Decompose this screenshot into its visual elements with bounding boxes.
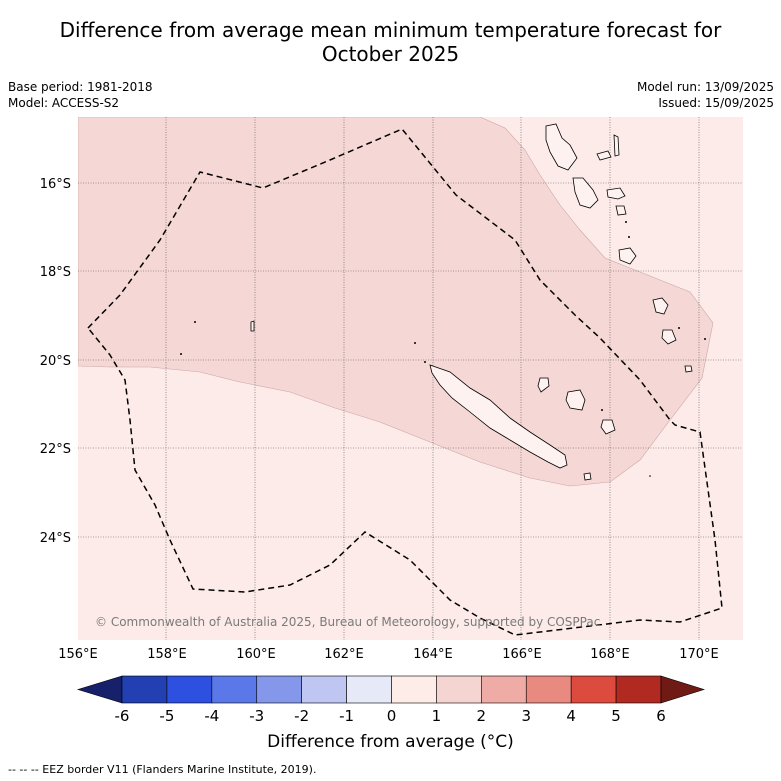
- new-caledonia-island: [429, 364, 568, 469]
- lat-label-22s: 22°S: [40, 442, 71, 457]
- colorbar-tick-labels: -6 -5 -4 -3 -2 -1 0 1 2 3 4 5 6: [115, 707, 666, 725]
- map-title-line-2: October 2025: [321, 42, 460, 66]
- graticule: [78, 117, 743, 640]
- colorbar-tick-label: 3: [521, 707, 531, 725]
- lon-label-156e: 156°E: [58, 647, 98, 662]
- colorbar-segment: [436, 675, 482, 704]
- vanuatu-aneityum: [684, 365, 693, 373]
- colorbar-segment: [211, 675, 258, 704]
- colorbar-tick-label: -1: [339, 707, 354, 725]
- vanuatu-ambae: [596, 150, 612, 161]
- latitude-labels: 16°S 18°S 20°S 22°S 24°S: [40, 177, 71, 546]
- vanuatu-malekula: [572, 177, 599, 209]
- colorbar-tick-label: 2: [477, 707, 487, 725]
- lat-label-24s: 24°S: [40, 531, 71, 546]
- anomaly-region-1-to-2: [78, 117, 714, 487]
- lon-label-162e: 162°E: [324, 647, 364, 662]
- lat-label-20s: 20°S: [40, 354, 71, 369]
- colorbar-segment: [570, 675, 617, 704]
- vanuatu-espiritu-santo: [545, 123, 578, 171]
- lon-label-158e: 158°E: [147, 647, 187, 662]
- colorbar-tick-label: 6: [656, 707, 666, 725]
- colorbar-over-extension: [660, 675, 706, 704]
- lon-label-168e: 168°E: [590, 647, 630, 662]
- colorbar-tick-label: -2: [294, 707, 309, 725]
- issued-text: Issued: 15/09/2025: [658, 96, 774, 110]
- vanuatu-epi: [615, 205, 627, 216]
- vanuatu-pentecost: [606, 187, 626, 200]
- ile-des-pins-island: [583, 472, 592, 481]
- colorbar-segment: [301, 675, 347, 704]
- colorbar-segment: [256, 675, 302, 704]
- vanuatu-maewo: [613, 134, 620, 157]
- lon-label-164e: 164°E: [413, 647, 453, 662]
- colorbar-segment: [121, 675, 168, 704]
- lon-label-170e: 170°E: [679, 647, 719, 662]
- eez-legend-note: -- -- -- EEZ border V11 (Flanders Marine…: [8, 763, 317, 776]
- longitude-labels: 156°E 158°E 160°E 162°E 164°E 166°E 168°…: [58, 647, 719, 662]
- colorbar-tick-label: -3: [249, 707, 264, 725]
- colorbar: [76, 675, 706, 704]
- base-period-text: Base period: 1981-2018: [8, 80, 153, 94]
- colorbar-tick-label: 1: [432, 707, 442, 725]
- colorbar-tick-label: 0: [387, 707, 397, 725]
- colorbar-tick-label: 5: [611, 707, 621, 725]
- colorbar-tick-label: 4: [566, 707, 576, 725]
- colorbar-segment: [166, 675, 213, 704]
- chesterfield-reef: [250, 320, 255, 332]
- colorbar-tick-label: -6: [115, 707, 130, 725]
- colorbar-segment: [525, 675, 572, 704]
- mare-island: [600, 419, 616, 435]
- small-islets: [180, 221, 706, 477]
- lon-label-160e: 160°E: [236, 647, 276, 662]
- vanuatu-erromango: [652, 297, 669, 315]
- ouvea-island: [537, 377, 550, 393]
- colorbar-segment: [481, 675, 527, 704]
- map-title-line-1: Difference from average mean minimum tem…: [59, 18, 722, 42]
- colorbar-segment: [391, 675, 437, 704]
- colorbar-tick-label: -5: [159, 707, 174, 725]
- colorbar-tick-label: -4: [204, 707, 219, 725]
- lat-label-18s: 18°S: [40, 265, 71, 280]
- model-run-text: Model run: 13/09/2025: [636, 80, 774, 94]
- colorbar-segment: [346, 675, 392, 704]
- colorbar-title: Difference from average (°C): [267, 732, 514, 752]
- copyright-text: © Commonwealth of Australia 2025, Bureau…: [95, 615, 600, 629]
- lon-label-166e: 166°E: [502, 647, 542, 662]
- lat-label-16s: 16°S: [40, 177, 71, 192]
- vanuatu-efate: [618, 247, 637, 265]
- model-text: Model: ACCESS-S2: [8, 96, 120, 110]
- eez-border: [86, 128, 723, 636]
- colorbar-segment: [615, 675, 662, 704]
- vanuatu-tanna: [661, 329, 677, 345]
- coastlines: [250, 123, 693, 481]
- colorbar-under-extension: [76, 675, 123, 704]
- lifou-island: [565, 389, 586, 411]
